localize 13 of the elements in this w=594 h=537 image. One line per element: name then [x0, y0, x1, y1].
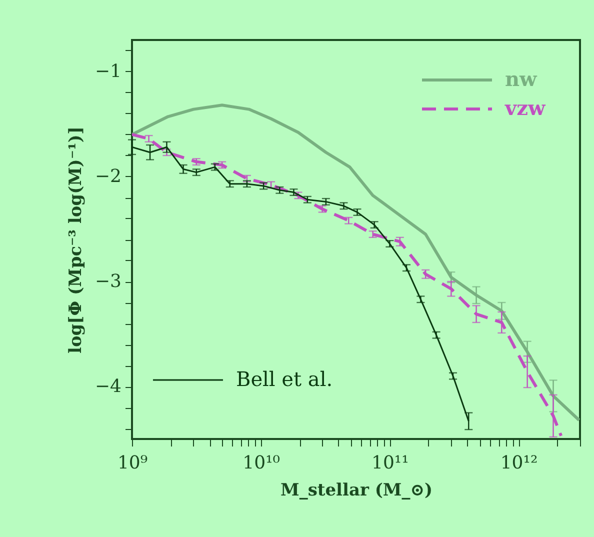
- y-tick-label: −1: [94, 61, 122, 82]
- x-axis-title: M_stellar (M_⊙): [280, 480, 433, 500]
- y-tick-label: −3: [94, 271, 122, 292]
- x-tick-label: 10¹²: [500, 452, 538, 474]
- legend-label: Bell et al.: [236, 367, 333, 391]
- x-tick-label: 10¹¹: [372, 452, 409, 474]
- y-tick-label: −2: [94, 166, 122, 187]
- x-tick-label: 10⁹: [117, 452, 148, 474]
- x-tick-label: 10¹⁰: [242, 452, 280, 474]
- legend-label: vzw: [504, 96, 546, 120]
- y-axis-title: log[Φ (Mpc⁻³ log(M)⁻¹)]: [66, 126, 86, 354]
- y-tick-label: −4: [94, 376, 122, 397]
- legend-label: nw: [505, 67, 538, 91]
